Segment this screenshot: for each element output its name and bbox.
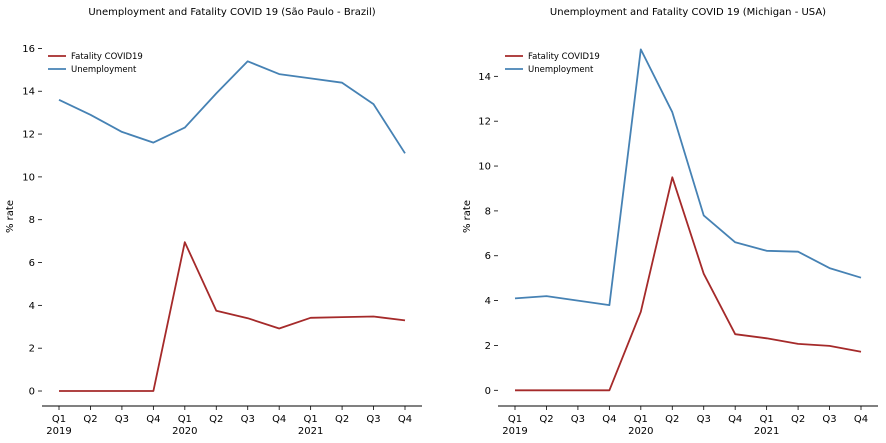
x-year-label: 2019 bbox=[46, 426, 71, 437]
x-year-label: 2021 bbox=[298, 426, 323, 437]
x-tick-label: Q2 bbox=[83, 414, 97, 425]
x-tick-label: Q3 bbox=[697, 414, 711, 425]
legend-label: Fatality COVID19 bbox=[71, 52, 143, 62]
legend: Fatality COVID19 Unemployment bbox=[505, 52, 600, 75]
series-line-fatality bbox=[59, 241, 406, 392]
x-tick-label: Q2 bbox=[209, 414, 223, 425]
y-tick-label: 4 bbox=[29, 301, 35, 312]
x-tick-label: Q3 bbox=[115, 414, 129, 425]
chart-panel-1: Unemployment and Fatality COVID 19 (São … bbox=[5, 7, 422, 437]
y-tick-label: 14 bbox=[22, 87, 35, 98]
x-tick-label: Q4 bbox=[728, 414, 742, 425]
series-line-unemployment bbox=[514, 48, 862, 307]
chart-title: Unemployment and Fatality COVID 19 (Mich… bbox=[550, 7, 826, 18]
x-tick-label: Q1 bbox=[178, 414, 192, 425]
y-tick-label: 12 bbox=[478, 117, 491, 128]
legend-label: Unemployment bbox=[71, 65, 137, 75]
x-tick-label: Q4 bbox=[602, 414, 616, 425]
y-tick-label: 10 bbox=[478, 162, 491, 173]
y-tick-label: 0 bbox=[29, 387, 35, 398]
x-tick-label: Q3 bbox=[241, 414, 255, 425]
chart-panel-2: Unemployment and Fatality COVID 19 (Mich… bbox=[462, 7, 878, 437]
x-year-label: 2020 bbox=[628, 426, 653, 437]
x-tick-label: Q1 bbox=[634, 414, 648, 425]
legend-label: Fatality COVID19 bbox=[528, 52, 600, 62]
y-tick-label: 6 bbox=[29, 258, 35, 269]
x-tick-label: Q1 bbox=[508, 414, 522, 425]
x-tick-label: Q1 bbox=[304, 414, 318, 425]
x-tick-label: Q2 bbox=[335, 414, 349, 425]
x-year-label: 2020 bbox=[172, 426, 197, 437]
y-tick-label: 8 bbox=[29, 215, 35, 226]
x-tick-label: Q2 bbox=[539, 414, 553, 425]
series-line-unemployment bbox=[58, 60, 406, 154]
y-tick-label: 12 bbox=[22, 130, 35, 141]
y-tick-label: 16 bbox=[22, 44, 35, 55]
x-year-label: 2021 bbox=[754, 426, 779, 437]
x-tick-label: Q3 bbox=[822, 414, 836, 425]
y-tick-label: 14 bbox=[478, 72, 491, 83]
y-tick-label: 6 bbox=[485, 251, 491, 262]
x-tick-label: Q3 bbox=[571, 414, 585, 425]
y-axis-label: % rate bbox=[5, 200, 16, 233]
y-tick-label: 2 bbox=[485, 341, 491, 352]
x-tick-label: Q3 bbox=[366, 414, 380, 425]
x-tick-label: Q4 bbox=[146, 414, 160, 425]
y-tick-label: 8 bbox=[485, 206, 491, 217]
y-tick-label: 4 bbox=[485, 296, 491, 307]
legend: Fatality COVID19 Unemployment bbox=[48, 52, 143, 75]
x-tick-label: Q4 bbox=[854, 414, 868, 425]
chart-title: Unemployment and Fatality COVID 19 (São … bbox=[88, 7, 375, 18]
x-year-label: 2019 bbox=[502, 426, 527, 437]
y-tick-label: 0 bbox=[485, 386, 491, 397]
legend-label: Unemployment bbox=[528, 65, 594, 75]
x-tick-label: Q1 bbox=[760, 414, 774, 425]
y-axis-label: % rate bbox=[462, 200, 473, 233]
x-tick-label: Q1 bbox=[52, 414, 66, 425]
x-tick-label: Q4 bbox=[272, 414, 286, 425]
y-tick-label: 2 bbox=[29, 344, 35, 355]
x-tick-label: Q2 bbox=[665, 414, 679, 425]
x-tick-label: Q2 bbox=[791, 414, 805, 425]
x-tick-label: Q4 bbox=[398, 414, 412, 425]
series-line-fatality bbox=[515, 176, 862, 392]
y-tick-label: 10 bbox=[22, 172, 35, 183]
